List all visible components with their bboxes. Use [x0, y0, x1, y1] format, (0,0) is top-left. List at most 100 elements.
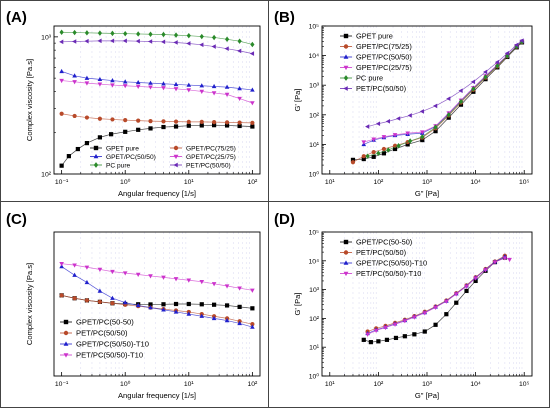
- data-point: [250, 87, 255, 92]
- plot-area-frame: [53, 231, 261, 377]
- data-point: [97, 38, 102, 44]
- data-point: [385, 119, 390, 124]
- series-line-5: [61, 31, 253, 45]
- data-point: [361, 154, 366, 159]
- data-point: [161, 307, 166, 312]
- data-point: [502, 256, 508, 261]
- data-point: [84, 81, 90, 86]
- data-point: [148, 302, 153, 307]
- data-point: [59, 68, 64, 74]
- data-point: [72, 113, 77, 119]
- data-point: [110, 30, 115, 37]
- series-line-2: [61, 113, 253, 124]
- legend-entry-label: GPET/PC(75/25): [186, 145, 236, 152]
- data-point: [211, 302, 217, 307]
- data-point: [470, 79, 476, 85]
- data-point: [199, 42, 204, 48]
- data-point: [109, 38, 115, 44]
- legend-entry-label: PET/PC(50/50)-T10: [356, 269, 421, 278]
- legend-entry-label: GPET/PC(25/75): [356, 63, 412, 72]
- data-point: [405, 142, 410, 147]
- legend: GPET pure GPET/PC(75/25) GPET/PC(50/50) GPE…: [90, 145, 236, 169]
- data-point: [84, 279, 90, 285]
- x-tick-label: 10¹: [184, 381, 195, 388]
- data-point: [444, 299, 449, 304]
- series-group: [350, 38, 525, 165]
- data-point: [420, 134, 425, 140]
- data-point: [224, 120, 230, 125]
- y-axis-label: Complex viscosity [Pa.s]: [25, 59, 34, 141]
- data-point: [224, 284, 230, 289]
- data-point: [110, 83, 115, 88]
- data-point: [135, 38, 140, 44]
- data-point: [365, 124, 370, 129]
- data-point: [514, 42, 519, 48]
- data-point: [72, 80, 77, 85]
- legend-entry-label: GPET pure: [356, 31, 393, 40]
- data-point: [148, 126, 153, 131]
- data-point: [386, 147, 391, 153]
- data-point: [392, 146, 398, 152]
- data-point: [59, 78, 64, 84]
- legend-entry-label: PC pure: [356, 73, 383, 82]
- panel-label-a: (A): [6, 9, 27, 26]
- x-tick-label: 10¹: [325, 179, 336, 186]
- data-point: [495, 63, 500, 69]
- data-point: [250, 101, 255, 106]
- data-point: [75, 146, 80, 152]
- data-point: [186, 82, 192, 87]
- data-point: [186, 123, 191, 128]
- data-point: [433, 129, 438, 134]
- legend-entry-label: GPET/PC(75/25): [356, 42, 412, 51]
- data-point: [199, 302, 204, 307]
- data-point: [148, 85, 153, 90]
- data-point: [250, 124, 255, 129]
- x-tick-label: 10¹: [325, 381, 336, 388]
- data-point: [249, 51, 255, 56]
- data-point: [446, 112, 451, 118]
- data-point: [59, 29, 64, 36]
- data-point: [72, 296, 77, 301]
- data-point: [161, 31, 166, 38]
- data-point: [123, 30, 128, 37]
- data-point: [211, 120, 217, 125]
- data-point: [237, 96, 242, 102]
- data-point: [381, 146, 387, 152]
- x-tick-label: 10²: [373, 381, 384, 388]
- series-line-4: [367, 257, 510, 335]
- data-point: [211, 34, 217, 41]
- data-point: [471, 86, 476, 92]
- data-point: [122, 84, 128, 89]
- data-point: [84, 141, 90, 146]
- x-axis-label: Angular frequency [1/s]: [118, 189, 196, 198]
- data-point: [59, 262, 64, 267]
- series-group: [361, 253, 512, 345]
- data-point: [402, 319, 408, 324]
- data-point: [59, 293, 64, 298]
- data-point: [84, 38, 89, 44]
- data-point: [97, 135, 103, 140]
- y-axis-label: G' [Pa]: [293, 89, 302, 112]
- legend-marker: [63, 330, 69, 336]
- y-tick-label: 10³: [41, 34, 52, 41]
- legend-marker: [343, 260, 349, 265]
- x-tick-label: 10⁰: [120, 178, 131, 186]
- data-point: [422, 329, 427, 334]
- data-point: [136, 118, 141, 123]
- data-point: [458, 98, 464, 105]
- series-line-1: [61, 295, 253, 309]
- data-point: [72, 39, 77, 44]
- chart-panel-a: 10⁻¹ 10⁰ 10¹ 10² 10² 10³ Angular frequency [1/…: [25, 25, 261, 198]
- data-point: [237, 304, 242, 309]
- data-point: [444, 312, 449, 317]
- y-tick-label: 10⁰: [309, 373, 320, 381]
- series-line-6: [61, 40, 253, 54]
- data-point: [224, 46, 229, 51]
- data-point: [237, 286, 242, 291]
- series-line-4: [61, 263, 253, 291]
- data-point: [393, 335, 399, 341]
- y-tick-label: 10³: [309, 287, 320, 294]
- legend-marker: [173, 145, 179, 151]
- data-point: [433, 305, 438, 310]
- data-point: [375, 121, 381, 127]
